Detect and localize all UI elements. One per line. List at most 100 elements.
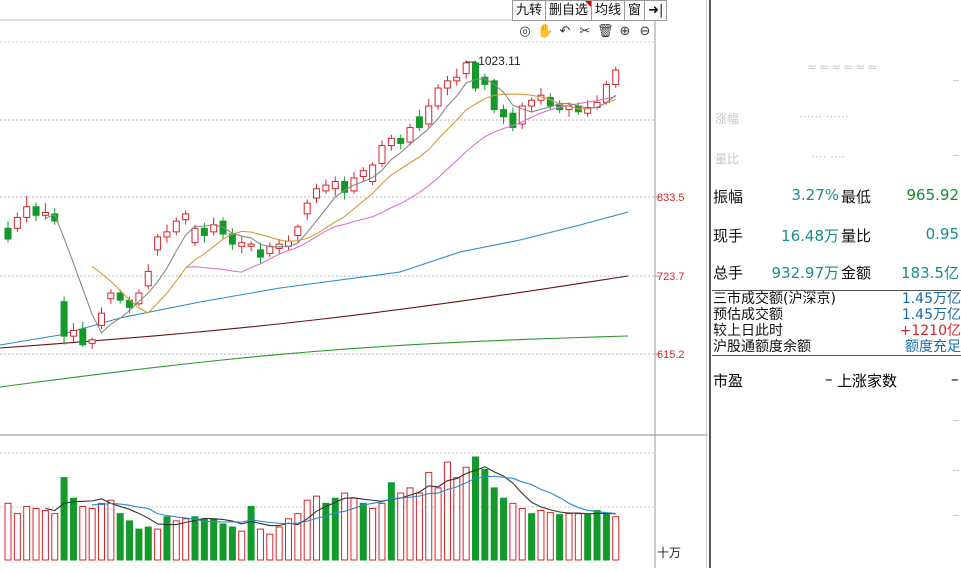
- candle-body: [200, 227, 208, 236]
- candle-body: [256, 249, 264, 258]
- chart-toolbar: 九转 删自选 均线 窗 ➜|: [512, 0, 668, 21]
- candle-body: [322, 184, 330, 192]
- candle-body: [135, 292, 143, 305]
- volume-bar: [4, 502, 12, 561]
- candle-body: [23, 206, 31, 218]
- volume-bar: [406, 487, 414, 561]
- volume-bar: [434, 487, 442, 561]
- volume-bar: [266, 533, 274, 561]
- candle-body: [163, 231, 171, 238]
- quote-panel: ≈≈≈≈≈≈ 涨幅 ······ ······ 量比 ···· ···· 振幅 …: [709, 0, 961, 568]
- collapse-arrow-icon[interactable]: ➜|: [644, 0, 668, 21]
- ma250-line: [0, 335, 629, 388]
- volume-bar: [462, 466, 470, 561]
- volume-bar: [88, 508, 96, 561]
- volume-bar: [565, 513, 573, 561]
- turnover-value: 16.48万: [781, 227, 839, 245]
- market-value: 1.45万亿: [901, 291, 961, 307]
- quota-link[interactable]: 额度充足: [905, 339, 961, 355]
- volume-bar: [126, 520, 134, 561]
- blur-dash: [953, 80, 959, 81]
- candle-body: [4, 227, 12, 240]
- candle-body: [584, 106, 592, 114]
- pe-dash: –: [825, 370, 833, 388]
- window-button[interactable]: 窗: [624, 0, 645, 21]
- volume-bar: [509, 502, 517, 561]
- volume-ma5-line: [45, 466, 616, 527]
- blur-dash: [953, 470, 959, 471]
- blurred-value: ···· ····: [811, 150, 846, 164]
- volume-bar: [219, 523, 227, 561]
- volume-bar: [285, 518, 292, 561]
- divider: [706, 0, 707, 568]
- hand-icon[interactable]: ✋: [537, 23, 554, 38]
- candle-body: [154, 236, 162, 251]
- volume-bar: [238, 530, 246, 561]
- kline-chart[interactable]: 833.5 723.7 615.2 1023.11 十万: [0, 0, 708, 568]
- undo-icon[interactable]: ↶: [559, 23, 571, 38]
- trash-icon[interactable]: 🗑: [597, 23, 614, 38]
- total-label: 总手: [713, 264, 744, 282]
- market-row: 三市成交额(沪深京) 1.45万亿: [712, 291, 961, 307]
- zoom-out-icon[interactable]: ⊖: [639, 23, 651, 38]
- chart-canvas[interactable]: 833.5 723.7 615.2 1023.11 十万: [0, 0, 708, 568]
- volume-bar: [481, 468, 489, 561]
- candle-body: [51, 213, 59, 222]
- candle-body: [13, 216, 21, 229]
- candle-body: [303, 202, 311, 215]
- price-axis-label: 723.7: [657, 271, 685, 283]
- candle-body: [406, 127, 414, 143]
- candle-body: [509, 112, 517, 129]
- volume-bar: [13, 513, 21, 561]
- pe-label: 市盈: [713, 372, 744, 390]
- volume-bar: [200, 518, 208, 561]
- candle-body: [378, 145, 386, 165]
- ratio-label: 量比: [841, 227, 872, 245]
- volume-bar: [584, 514, 592, 561]
- total-value: 932.97万: [771, 264, 840, 282]
- ma5-line: [45, 78, 617, 334]
- zoom-in-icon[interactable]: ⊕: [619, 23, 631, 38]
- volume-bar: [612, 516, 620, 561]
- volume-bar: [387, 482, 395, 561]
- candle-body: [191, 227, 199, 244]
- low-value: 965.92: [906, 186, 960, 204]
- volume-bar: [107, 499, 115, 561]
- candle-body: [247, 243, 255, 247]
- volume-bar: [397, 492, 405, 561]
- volume-bar: [256, 528, 264, 561]
- volume-bar: [369, 508, 377, 561]
- market-label: 较上日此时: [713, 323, 783, 339]
- market-label: 三市成交额(沪深京): [713, 291, 836, 307]
- volume-bar: [79, 505, 87, 561]
- moving-average-button[interactable]: 均线: [591, 0, 625, 21]
- candle-body: [79, 328, 87, 346]
- candle-body: [602, 83, 610, 103]
- market-row: 预估成交额 1.45万亿: [712, 307, 961, 323]
- volume-bar: [210, 518, 218, 561]
- candle-body: [415, 116, 423, 129]
- candle-body: [116, 292, 124, 301]
- candle-body: [397, 137, 405, 144]
- market-value: +1210亿: [899, 323, 961, 339]
- remove-watchlist-button[interactable]: 删自选: [545, 0, 592, 21]
- candle-body: [453, 76, 461, 82]
- volume-bar: [331, 497, 339, 561]
- volume-bar: [415, 492, 423, 561]
- candle-body: [107, 292, 115, 300]
- candle-body: [144, 270, 152, 287]
- market-table: 三市成交额(沪深京) 1.45万亿 预估成交额 1.45万亿 较上日此时 +12…: [712, 290, 961, 356]
- blur-dash: [953, 515, 959, 516]
- jiuzhuan-button[interactable]: 九转: [512, 0, 546, 21]
- eye-icon[interactable]: ◎: [519, 23, 531, 38]
- volume-bar: [472, 456, 479, 561]
- volume-bar: [490, 487, 498, 561]
- volume-bar: [593, 510, 601, 561]
- market-row: 沪股通额度余额 额度充足: [712, 339, 961, 356]
- high-price-label: 1023.11: [478, 54, 521, 68]
- volume-bar: [247, 505, 255, 561]
- candle-body: [359, 170, 367, 178]
- volume-bar: [60, 477, 68, 561]
- candle-body: [528, 99, 536, 107]
- scissors-icon[interactable]: ✂: [579, 23, 591, 38]
